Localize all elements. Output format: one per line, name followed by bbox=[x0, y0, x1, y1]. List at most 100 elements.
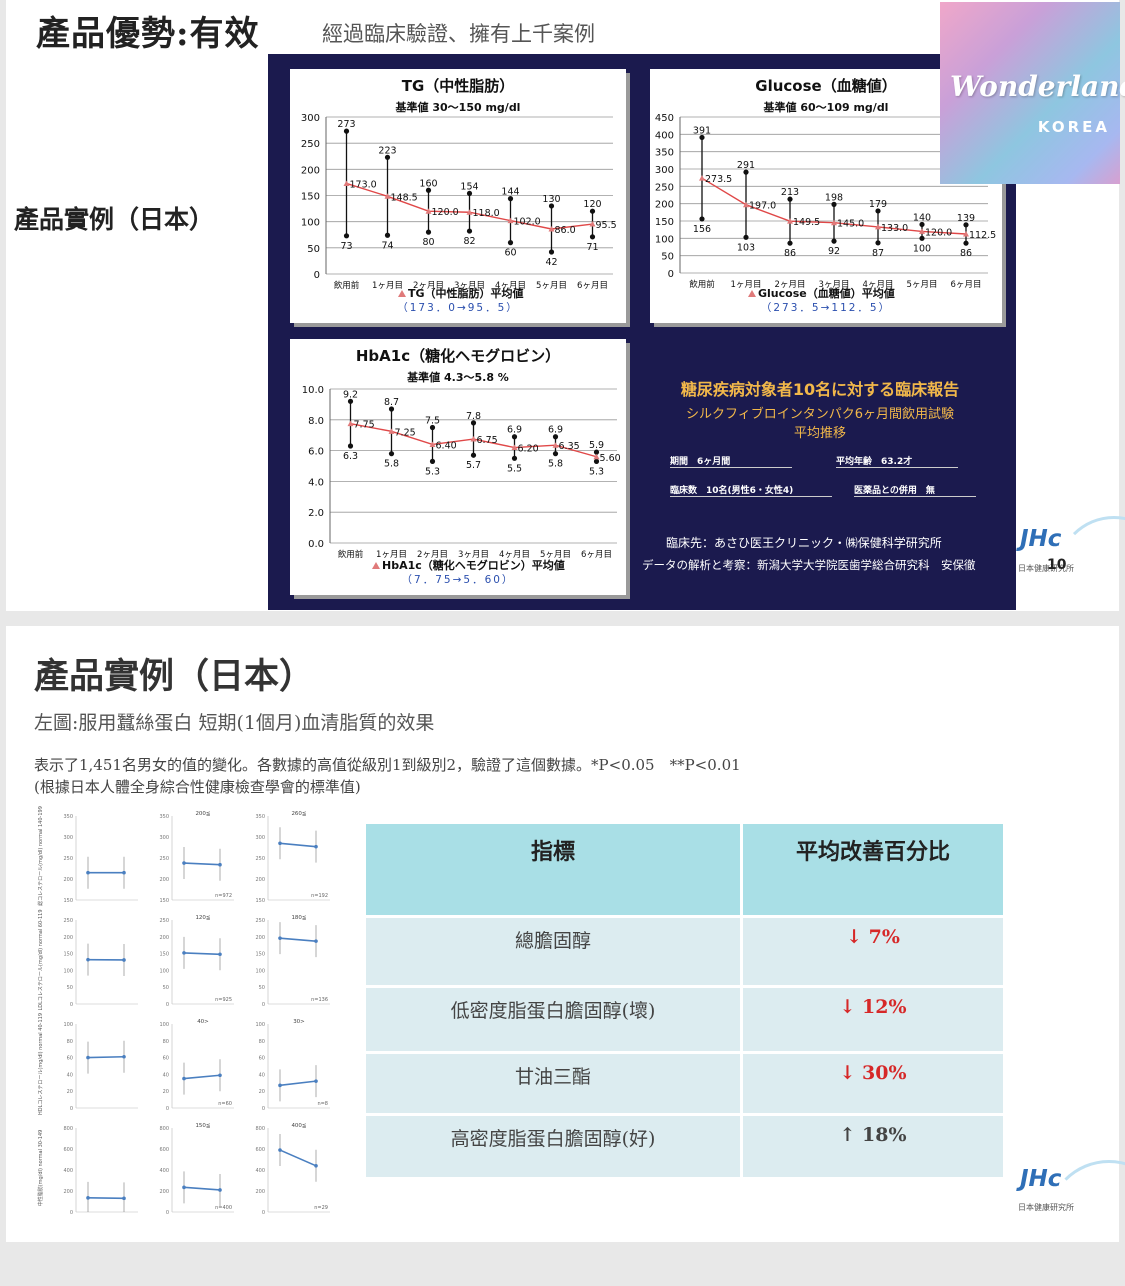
legend-note: （7．75→5．60） bbox=[402, 574, 515, 586]
mini-point bbox=[86, 1056, 90, 1060]
table-header-indicator: 指標 bbox=[366, 824, 742, 917]
low-point bbox=[467, 228, 472, 233]
low-point bbox=[594, 459, 599, 464]
y-tick-label: 50 bbox=[307, 244, 320, 255]
mini-tick-label: 0 bbox=[166, 1002, 169, 1008]
mini-tick-label: 250 bbox=[63, 856, 73, 862]
mini-tick-label: 50 bbox=[259, 985, 265, 991]
y-tick-label: 8.0 bbox=[308, 416, 324, 427]
mini-y-label: 中性脂肪(mg/dl) normal 30-149 bbox=[37, 1130, 44, 1207]
low-point bbox=[389, 451, 394, 456]
low-value-label: 100 bbox=[913, 243, 931, 254]
slide-note: (根據日本人體全身綜合性健康檢查學會的標準值) bbox=[34, 776, 361, 797]
y-tick-label: 50 bbox=[661, 252, 674, 263]
mini-tick-label: 20 bbox=[259, 1089, 265, 1095]
mini-series-line bbox=[184, 1075, 220, 1078]
high-value-label: 9.2 bbox=[343, 389, 358, 400]
mini-tick-label: 150 bbox=[159, 952, 169, 958]
report-clinic: 臨床先：あさひ医王クリニック・㈱保健科学研究所 bbox=[666, 534, 942, 551]
mini-tick-label: 200 bbox=[255, 877, 265, 883]
high-value-label: 213 bbox=[781, 187, 799, 198]
page-number: 10 bbox=[1047, 557, 1066, 573]
mean-value-label: 6.20 bbox=[518, 444, 539, 455]
low-point bbox=[385, 233, 390, 238]
legend-label: TG（中性脂肪）平均値 bbox=[408, 286, 524, 300]
mean-value-label: 173.0 bbox=[350, 179, 377, 190]
mini-tick-label: 0 bbox=[262, 1002, 265, 1008]
high-value-label: 8.7 bbox=[384, 397, 399, 408]
mini-series-line bbox=[184, 863, 220, 865]
mini-n-label: n=972 bbox=[215, 893, 232, 899]
mean-value-label: 133.0 bbox=[881, 223, 908, 234]
mini-tick-label: 200 bbox=[159, 877, 169, 883]
low-value-label: 74 bbox=[381, 240, 393, 251]
mini-group-label: 120≦ bbox=[195, 915, 210, 921]
legend-note: （273．5→112．5） bbox=[761, 302, 891, 314]
high-value-label: 130 bbox=[542, 194, 560, 205]
y-tick-label: 6.0 bbox=[308, 447, 324, 458]
legend-label: HbA1c（糖化ヘモグロビン）平均値 bbox=[382, 558, 565, 572]
mini-tick-label: 100 bbox=[159, 968, 169, 974]
mini-tick-label: 200 bbox=[63, 877, 73, 883]
y-tick-label: 4.0 bbox=[308, 477, 324, 488]
watermark-sub: KOREA bbox=[1038, 118, 1110, 136]
high-value-label: 120 bbox=[583, 199, 601, 210]
mini-tick-label: 250 bbox=[159, 918, 169, 924]
report-analysis: データの解析と考察：新潟大学大学院医歯学総合研究科 安保徹 bbox=[642, 557, 976, 573]
chart-subtitle: 基準値 60～109 mg/dl bbox=[763, 100, 889, 114]
report-count: 臨床数 10名(男性6・女性4) bbox=[670, 483, 832, 497]
table-cell-value: ↓ 30% bbox=[742, 1053, 1005, 1115]
mini-point bbox=[182, 1186, 186, 1190]
mini-point bbox=[314, 1079, 318, 1083]
report-combo: 医薬品との併用 無 bbox=[854, 483, 976, 497]
improvement-table: 指標 平均改善百分比 總膽固醇 ↓ 7% 低密度脂蛋白膽固醇(壞) ↓ 12% … bbox=[366, 824, 1006, 1177]
mini-tick-label: 400 bbox=[255, 1168, 265, 1174]
legend-note: （173．0→95．5） bbox=[397, 302, 519, 314]
high-value-label: 198 bbox=[825, 192, 843, 203]
watermark-title: Wonderland bbox=[950, 70, 1125, 103]
mini-tick-label: 40 bbox=[259, 1072, 265, 1078]
x-tick-label: 6ヶ月目 bbox=[951, 280, 982, 290]
report-header: 糖尿疾病対象者10名に対する臨床報告 シルクフィブロインタンパク6ヶ月間飲用試験… bbox=[650, 376, 990, 441]
mean-value-label: 102.0 bbox=[514, 217, 541, 228]
mini-point bbox=[278, 842, 282, 846]
high-value-label: 7.8 bbox=[466, 411, 481, 422]
low-value-label: 42 bbox=[545, 257, 557, 268]
mini-tick-label: 300 bbox=[159, 835, 169, 841]
mini-tick-label: 0 bbox=[262, 1210, 265, 1216]
mean-value-label: 95.5 bbox=[596, 220, 617, 231]
mini-series-line bbox=[280, 1081, 316, 1085]
mini-point bbox=[218, 1073, 222, 1077]
jhc-logo: JHc 日本健康研究所 10 bbox=[1016, 526, 1116, 606]
mean-value-label: 197.0 bbox=[749, 201, 776, 212]
mini-point bbox=[278, 936, 282, 940]
mini-point bbox=[278, 1148, 282, 1152]
mini-tick-label: 60 bbox=[67, 1056, 73, 1062]
high-value-label: 140 bbox=[913, 212, 931, 223]
high-value-label: 179 bbox=[869, 199, 887, 210]
mini-point bbox=[122, 958, 126, 962]
mini-tick-label: 0 bbox=[70, 1106, 73, 1112]
report-heading: 糖尿疾病対象者10名に対する臨床報告 bbox=[650, 376, 990, 400]
mini-tick-label: 80 bbox=[67, 1039, 73, 1045]
x-tick-label: 6ヶ月目 bbox=[577, 281, 608, 291]
high-value-label: 139 bbox=[957, 213, 975, 224]
mini-group-label: 260≦ bbox=[291, 811, 306, 817]
y-tick-label: 100 bbox=[655, 234, 674, 245]
mini-tick-label: 0 bbox=[262, 1106, 265, 1112]
mini-series-line bbox=[280, 938, 316, 941]
mean-value-label: 120.0 bbox=[925, 227, 952, 238]
y-tick-label: 0.0 bbox=[308, 539, 324, 550]
mini-tick-label: 600 bbox=[255, 1147, 265, 1153]
section-label: 產品實例（日本） bbox=[14, 200, 214, 236]
low-point bbox=[590, 234, 595, 239]
mini-series-line bbox=[184, 953, 220, 954]
mini-tick-label: 250 bbox=[63, 918, 73, 924]
report-line1: シルクフィブロインタンパク6ヶ月間飲用試験 bbox=[650, 403, 990, 422]
y-tick-label: 2.0 bbox=[308, 508, 324, 519]
table-cell-label: 甘油三酯 bbox=[366, 1053, 742, 1115]
mini-tick-label: 600 bbox=[63, 1147, 73, 1153]
mini-n-label: n=29 bbox=[314, 1205, 328, 1211]
